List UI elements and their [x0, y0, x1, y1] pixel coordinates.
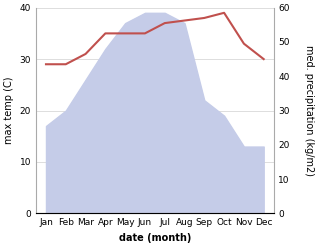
X-axis label: date (month): date (month)	[119, 233, 191, 243]
Y-axis label: med. precipitation (kg/m2): med. precipitation (kg/m2)	[304, 45, 314, 176]
Y-axis label: max temp (C): max temp (C)	[4, 77, 14, 144]
